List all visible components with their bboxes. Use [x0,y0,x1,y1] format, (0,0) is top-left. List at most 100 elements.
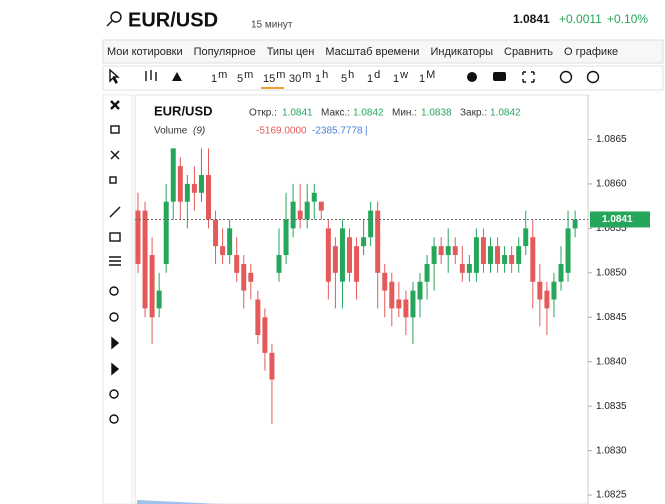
symbol: EUR/USD [128,9,218,31]
legend-high: 1.0842 [353,108,384,119]
candles-tool[interactable] [145,70,157,81]
last-price-badge [590,211,650,228]
legend-open: 1.0841 [282,108,313,119]
search-icon-handle [106,20,113,27]
timeframe-unit: m [218,69,227,81]
fullscreen-icon[interactable] [522,71,535,83]
candle-body [156,290,162,309]
menu-bar [102,39,664,64]
timeframe-number[interactable]: 5 [341,73,347,85]
candle-body [332,246,338,273]
candle-body [516,246,522,264]
y-tick-label: 1.0830 [596,445,627,456]
candle-body [488,246,493,264]
candle-body [375,210,381,273]
legend-close-label: Закр.: [460,108,487,119]
volume-a: -5169.0000 [256,126,307,137]
timeframe-unit: d [374,69,380,81]
drawing-tools [102,94,133,504]
candle-body [544,290,550,309]
menu-item[interactable]: О графике [564,46,618,58]
candle-body [191,183,197,193]
timeframe-unit: m [276,69,285,81]
candle-body [142,210,148,309]
candle-body [227,228,233,256]
candle-body [403,299,409,318]
candle-body [311,192,317,202]
legend-symbol: EUR/USD [154,103,213,118]
cursor-tool[interactable] [109,68,120,85]
candle-body [135,210,141,264]
download-icon[interactable] [559,70,573,84]
menu-item[interactable]: Масштаб времени [325,46,419,58]
volume-area [137,500,220,504]
settings-icon[interactable] [467,72,477,82]
camera-icon[interactable] [493,72,506,81]
y-tick-label: 1.0865 [596,134,627,145]
menu-item[interactable]: Типы цен [267,46,315,58]
candle-body [502,255,508,264]
timeframe-unit: w [399,69,408,81]
candle-body [184,183,190,202]
interval: 15 минут [251,20,293,31]
menu-item[interactable]: Популярное [194,46,256,58]
candle-body [530,237,536,282]
timeframe-unit: h [348,69,354,81]
timeframe-number[interactable]: 1 [367,73,373,85]
y-tick-label: 1.0840 [596,356,627,367]
candle-body [283,219,289,256]
candle-body [206,175,211,220]
timeframe-number[interactable]: 1 [211,73,217,85]
candle-body [558,263,564,282]
timeframe-number[interactable]: 15 [263,73,275,85]
legend-low-label: Мин.: [392,108,417,119]
candle-body [304,201,310,220]
legend-open-label: Откр.: [249,108,277,119]
menu-item[interactable]: Индикаторы [430,46,493,58]
tool-icons [109,125,121,424]
volume-param: (9) [193,126,205,137]
price: 1.0841 [513,12,550,26]
timeframe-number[interactable]: 5 [237,73,243,85]
candle-body [466,263,472,273]
candle-body [177,166,183,202]
candle-body [198,175,204,193]
candle-body [318,201,324,211]
search-icon[interactable] [110,11,122,23]
candle-body [368,210,374,238]
change-pct: +0.10% [607,12,648,26]
candle-body [339,228,345,282]
y-tick-label: 1.0855 [596,223,627,234]
candle-body [417,281,423,300]
change: +0.0011 [559,12,602,26]
volume-b: -2385.7778 [312,126,363,137]
toolbar [102,65,664,91]
candle-body [382,272,388,291]
timeframe-unit: M [426,69,435,81]
upload-icon[interactable] [586,70,600,84]
timeframe-number[interactable]: 1 [393,73,399,85]
legend-low: 1.0838 [421,108,452,119]
candle-body [213,219,219,247]
candle-body [325,228,331,282]
candle-body [565,228,571,273]
candle-body [389,281,395,309]
last-price-label: 1.0841 [602,214,633,225]
candle-body [495,246,501,264]
timeframe-unit: m [244,69,253,81]
y-tick-label: 1.0860 [596,179,627,190]
timeframe-number[interactable]: 30 [289,73,301,85]
candle-body [361,237,367,247]
close-tool[interactable] [110,100,120,110]
cursor: | [365,126,368,137]
area-tool[interactable] [172,72,182,81]
candle-body [537,281,543,300]
timeframe-number[interactable]: 1 [315,73,321,85]
candle-body [572,219,578,229]
candle-body [269,352,275,380]
candle-body [452,246,458,256]
timeframe-unit: m [302,69,311,81]
timeframe-number[interactable]: 1 [419,73,425,85]
menu-item[interactable]: Сравнить [504,46,553,58]
menu-item[interactable]: Мои котировки [107,46,183,58]
